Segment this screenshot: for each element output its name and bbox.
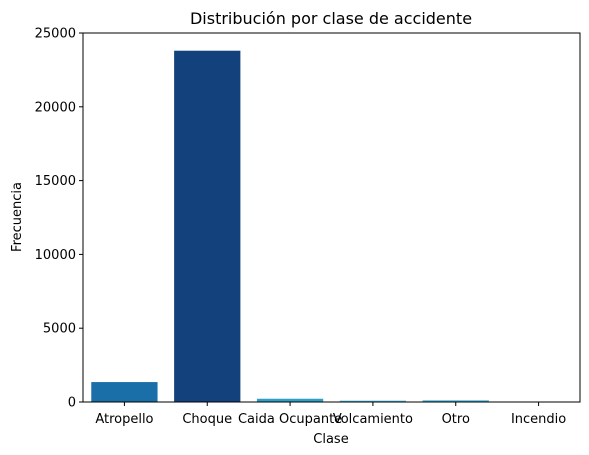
x-tick-label: Volcamiento — [333, 412, 413, 427]
y-tick-label: 0 — [68, 396, 76, 411]
bar-volcamiento — [339, 400, 407, 402]
bar-otro — [422, 400, 489, 402]
x-axis-ticks: Atropello Choque Caida OcupanteVolcamiento… — [95, 402, 566, 427]
x-tick-label: Incendio — [511, 412, 566, 427]
y-axis-ticks: 0 5000 10000 15000 20000 25000 — [35, 27, 83, 411]
x-tick-label: Otro — [442, 412, 470, 427]
plot-frame — [82, 32, 581, 403]
y-tick-label: 15000 — [35, 174, 76, 189]
y-tick-label: 10000 — [35, 248, 76, 263]
bars-group — [91, 50, 572, 403]
y-axis-label: Frecuencia — [10, 182, 25, 252]
bar-caida-ocupante — [256, 398, 324, 402]
chart-title: Distribución por clase de accidente — [190, 9, 472, 28]
y-tick-label: 20000 — [35, 100, 76, 115]
y-tick-label: 5000 — [43, 322, 76, 337]
bar-atropello — [91, 382, 158, 402]
x-tick-label: Caida Ocupante — [238, 412, 342, 427]
x-tick-label: Choque — [182, 412, 232, 427]
bar-choque — [174, 50, 241, 403]
x-tick-label: Atropello — [95, 412, 153, 427]
y-tick-label: 25000 — [35, 27, 76, 42]
x-axis-label: Clase — [313, 432, 348, 447]
